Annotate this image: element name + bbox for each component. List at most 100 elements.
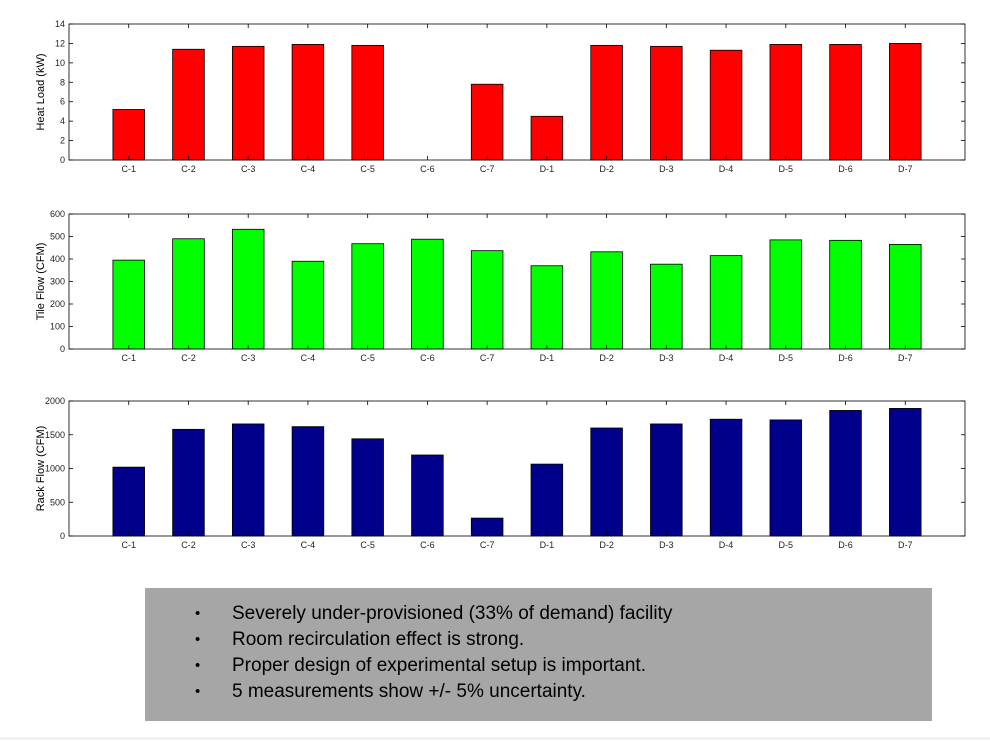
tile-flow-y-tick-label: 200 xyxy=(50,299,65,309)
heat-load-x-tick-label: C-7 xyxy=(480,164,495,174)
note-text: 5 measurements show +/- 5% uncertainty. xyxy=(232,681,586,702)
summary-notes-list: • Severely under-provisioned (33% of dema… xyxy=(195,601,932,705)
heat-load-bar xyxy=(829,44,862,161)
tile-flow-x-tick-label: D-2 xyxy=(599,353,614,363)
tile-flow-bar xyxy=(291,260,325,350)
note-text: Severely under-provisioned (33% of deman… xyxy=(232,603,673,624)
bullet-icon: • xyxy=(195,605,201,622)
rack-flow-chart: C-1 C-2 C-3 C-4 C-5 C-6 C-7 D-1 D-2 D-3 D-4 D-5 D-6 D… xyxy=(35,396,966,550)
rack-flow-bar xyxy=(530,463,564,537)
tile-flow-x-tick-label: C-1 xyxy=(121,353,136,363)
bar-charts: C-1 C-2 C-3 C-4 C-5 C-6 C-7 D-1 D-2 D-3 D-4 D-5 D-6 D… xyxy=(35,19,966,550)
heat-load-bar xyxy=(470,83,504,161)
heat-load-axes-frame xyxy=(68,23,966,161)
tile-flow-bar xyxy=(172,238,205,350)
rack-flow-x-tick-label: C-5 xyxy=(360,540,375,550)
tile-flow-bar xyxy=(470,250,504,350)
tile-flow-bar xyxy=(351,243,384,350)
rack-flow-x-tick-label: D-1 xyxy=(540,540,555,550)
note-text: Proper design of experimental setup is i… xyxy=(232,655,646,676)
heat-load-x-tick-label: C-5 xyxy=(360,164,375,174)
heat-load-y-tick-label: 6 xyxy=(60,97,65,107)
tile-flow-bar xyxy=(530,265,564,350)
heat-load-x-tick-label: D-4 xyxy=(719,164,734,174)
heat-load-bar xyxy=(172,48,205,161)
tile-flow-bar xyxy=(709,255,743,350)
heat-load-x-tick-label: D-3 xyxy=(659,164,674,174)
note-text: Room recirculation effect is strong. xyxy=(232,629,525,650)
tile-flow-x-tick-label: D-4 xyxy=(719,353,734,363)
heat-load-y-tick-label: 2 xyxy=(60,136,65,146)
tile-flow-x-tick-label: C-6 xyxy=(420,353,435,363)
tile-flow-bar xyxy=(889,243,922,350)
heat-load-x-tick-label: C-6 xyxy=(420,164,435,174)
tile-flow-x-tick-label: C-3 xyxy=(241,353,256,363)
rack-flow-x-tick-label: C-4 xyxy=(301,540,316,550)
bullet-icon: • xyxy=(195,683,201,700)
rack-flow-bar xyxy=(769,419,803,537)
heat-load-chart: C-1 C-2 C-3 C-4 C-5 C-6 C-7 D-1 D-2 D-3 D-4 D-5 D-6 D… xyxy=(35,19,966,174)
heat-load-x-tick-label: C-1 xyxy=(121,164,136,174)
note-item: • Proper design of experimental setup is … xyxy=(195,653,932,679)
rack-flow-y-tick-label: 1500 xyxy=(45,430,65,440)
tile-flow-bar xyxy=(769,239,803,350)
rack-flow-y-tick-label: 0 xyxy=(60,531,65,541)
rack-flow-y-axis-label: Rack Flow (CFM) xyxy=(35,426,47,512)
rack-flow-bar xyxy=(291,426,325,537)
heat-load-x-tick-label: D-2 xyxy=(599,164,614,174)
tile-flow-bar xyxy=(650,263,683,350)
heat-load-y-tick-label: 4 xyxy=(60,116,65,126)
tile-flow-x-tick-label: C-5 xyxy=(360,353,375,363)
heat-load-y-axis-label: Heat Load (kW) xyxy=(35,53,47,130)
tile-flow-bar xyxy=(829,239,862,350)
rack-flow-y-tick-label: 1000 xyxy=(45,464,65,474)
bullet-icon: • xyxy=(195,657,201,674)
tile-flow-x-tick-label: D-6 xyxy=(838,353,853,363)
tile-flow-y-tick-label: 500 xyxy=(50,232,65,242)
heat-load-x-tick-label: D-1 xyxy=(540,164,555,174)
rack-flow-x-tick-label: C-3 xyxy=(241,540,256,550)
rack-flow-x-tick-label: D-3 xyxy=(659,540,674,550)
rack-flow-bar xyxy=(411,454,444,537)
rack-flow-bar xyxy=(231,423,265,537)
heat-load-bar xyxy=(769,44,803,161)
note-item: • 5 measurements show +/- 5% uncertainty. xyxy=(195,679,932,705)
heat-load-y-tick-label: 12 xyxy=(55,38,65,48)
summary-notes-box: • Severely under-provisioned (33% of dema… xyxy=(145,588,932,721)
rack-flow-bar xyxy=(172,428,205,537)
tile-flow-y-tick-label: 400 xyxy=(50,254,65,264)
tile-flow-bar xyxy=(590,251,623,350)
tile-flow-x-tick-label: D-7 xyxy=(898,353,913,363)
heat-load-x-tick-label: C-4 xyxy=(301,164,316,174)
bullet-icon: • xyxy=(195,631,201,648)
rack-flow-x-tick-label: C-6 xyxy=(420,540,435,550)
tile-flow-y-tick-label: 100 xyxy=(50,322,65,332)
tile-flow-x-tick-label: C-7 xyxy=(480,353,495,363)
heat-load-x-tick-label: C-2 xyxy=(181,164,196,174)
tile-flow-x-tick-label: D-5 xyxy=(779,353,794,363)
heat-load-y-tick-label: 8 xyxy=(60,77,65,87)
note-item: • Severely under-provisioned (33% of dema… xyxy=(195,601,932,627)
tile-flow-x-tick-label: D-1 xyxy=(540,353,555,363)
rack-flow-x-tick-label: D-5 xyxy=(779,540,794,550)
rack-flow-bar xyxy=(590,427,623,537)
bottom-divider xyxy=(0,737,990,740)
rack-flow-y-tick-label: 2000 xyxy=(45,396,65,406)
rack-flow-bar xyxy=(709,418,743,537)
rack-flow-bar xyxy=(351,438,384,537)
heat-load-bar xyxy=(291,44,325,161)
rack-flow-bar xyxy=(829,410,862,537)
heat-load-bar xyxy=(351,44,384,161)
tile-flow-chart: C-1 C-2 C-3 C-4 C-5 C-6 C-7 D-1 D-2 D-3 D-4 D-5 D-6 D… xyxy=(35,209,966,363)
tile-flow-x-tick-label: C-2 xyxy=(181,353,196,363)
tile-flow-y-axis-label: Tile Flow (CFM) xyxy=(35,243,47,321)
heat-load-x-tick-label: D-6 xyxy=(838,164,853,174)
heat-load-bar xyxy=(231,45,265,161)
heat-load-bar xyxy=(590,44,623,161)
heat-load-y-tick-label: 14 xyxy=(55,19,65,29)
heat-load-x-tick-label: D-5 xyxy=(779,164,794,174)
heat-load-y-tick-label: 10 xyxy=(55,58,65,68)
tile-flow-y-tick-label: 300 xyxy=(50,277,65,287)
rack-flow-x-tick-label: C-7 xyxy=(480,540,495,550)
heat-load-bar xyxy=(709,49,743,161)
